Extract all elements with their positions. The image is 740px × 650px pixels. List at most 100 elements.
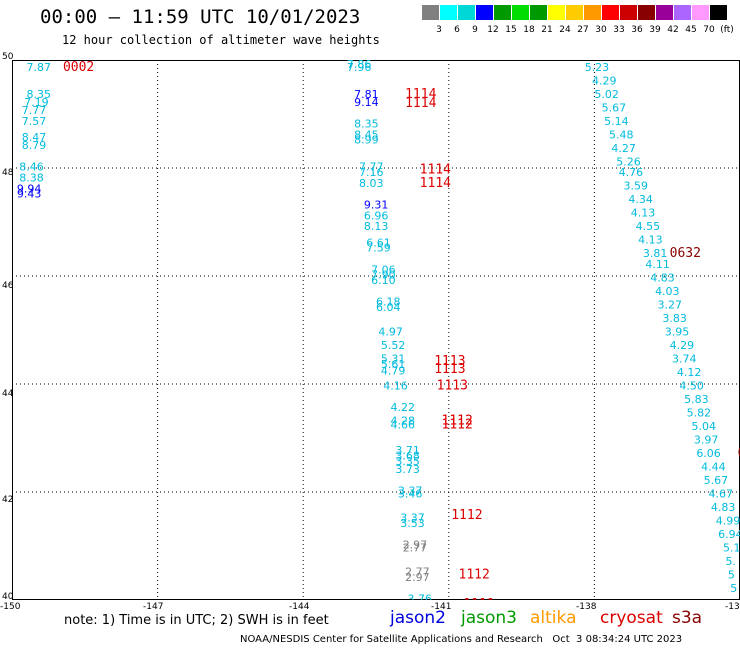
swh-value: 7.77 (359, 161, 384, 174)
lon-tick-label: -138 (576, 602, 597, 612)
swh-value: 5.61 (381, 358, 406, 371)
color-swatch (584, 5, 601, 20)
swh-value: 7.57 (22, 115, 46, 128)
pass-time-label: 0632 (670, 246, 701, 261)
color-swatch (548, 5, 565, 20)
swh-value: 9.94 (17, 182, 42, 195)
color-scale-label: 21 (541, 25, 553, 35)
swh-value: 4.29 (592, 74, 617, 87)
satellite-s3a: s3a (672, 608, 703, 628)
lon-tick-label: -13 (725, 602, 740, 612)
swh-value: 5. (725, 555, 736, 568)
swh-value: 5.23 (585, 61, 610, 74)
lon-tick-label: -150 (0, 602, 21, 612)
swh-value: 4.13 (638, 234, 663, 247)
swh-value: 9.14 (354, 96, 379, 109)
swh-value: 5.1 (723, 541, 740, 554)
lat-tick-label: 44 (2, 389, 14, 399)
color-swatch (440, 5, 457, 20)
swh-value: 8.45 (354, 128, 379, 141)
swh-value: 3.53 (400, 517, 425, 530)
swh-value: 5.82 (687, 406, 712, 419)
color-scale-label: 6 (454, 25, 460, 35)
map-subtitle: 12 hour collection of altimeter wave hei… (62, 33, 380, 47)
color-swatch (530, 5, 547, 20)
swh-value: 4.76 (619, 166, 644, 179)
color-swatch (656, 5, 673, 20)
swh-value: 7.90 (371, 269, 396, 282)
lat-tick-label: 46 (2, 281, 14, 291)
footer-credit: NOAA/NESDIS Center for Satellite Applica… (240, 634, 683, 645)
swh-value: 3.76 (408, 593, 433, 600)
pass-time-label: 1112 (442, 417, 473, 432)
color-scale-label: 70 (703, 25, 715, 35)
swh-value: 6.94 (718, 528, 740, 541)
color-swatch (566, 5, 583, 20)
color-scale-label: 12 (487, 25, 499, 35)
color-scale-label: 45 (685, 25, 697, 35)
map-title: 00:00 — 11:59 UTC 10/01/2023 (40, 6, 361, 28)
color-scale-label: 39 (649, 25, 661, 35)
color-swatch (512, 5, 529, 20)
color-scale-label: 24 (559, 25, 571, 35)
swh-value: 3.27 (657, 298, 682, 311)
swh-value: 3.59 (624, 180, 649, 193)
color-scale-label: 27 (577, 25, 589, 35)
swh-value: 3.95 (665, 325, 690, 338)
lat-tick-label: 40 (2, 592, 14, 602)
swh-value: 2.97 (403, 539, 428, 552)
swh-value: 5 (730, 582, 737, 595)
swh-value: 5.04 (691, 420, 716, 433)
color-scale-label: 36 (631, 25, 643, 35)
swh-value: 3.68 (395, 450, 420, 463)
swh-value: 4.16 (383, 379, 408, 392)
color-swatch (692, 5, 709, 20)
color-swatch (494, 5, 511, 20)
swh-value: 2.97 (405, 571, 430, 584)
swh-value: 4.29 (670, 339, 695, 352)
swh-value: 6.04 (376, 301, 401, 314)
swh-value: 8.38 (19, 172, 43, 185)
swh-value: 5 (728, 568, 735, 581)
altimeter-map: 7.878.357.197.777.578.478.798.468.389.94… (12, 60, 740, 600)
swh-value: 6.96 (364, 209, 389, 222)
lon-tick-label: -144 (289, 602, 310, 612)
swh-value: 5.83 (684, 393, 709, 406)
swh-value: 7.59 (366, 242, 391, 255)
swh-value: 7.19 (24, 96, 48, 109)
swh-value: 3.35 (395, 455, 420, 468)
swh-value: 4.22 (391, 401, 416, 414)
swh-value: 3.83 (662, 312, 687, 325)
pass-time-label: 1113 (434, 362, 465, 377)
swh-value: 8.79 (22, 139, 46, 152)
legend-note: note: 1) Time is in UTC; 2) SWH is in fe… (64, 613, 329, 628)
swh-value: 3.37 (400, 512, 425, 525)
swh-value: 4.83 (711, 501, 736, 514)
color-scale-label: 18 (523, 25, 535, 35)
pass-time-label: 1114 (405, 96, 436, 111)
swh-value: 5.31 (381, 352, 406, 365)
color-scale-label: 3 (436, 25, 442, 35)
swh-value: 4.50 (679, 379, 704, 392)
color-swatch (674, 5, 691, 20)
swh-value: 8.35 (27, 88, 52, 101)
swh-value: 7.06 (371, 263, 396, 276)
swh-value: 6.10 (371, 274, 396, 287)
swh-value: 7.77 (22, 104, 46, 117)
swh-value: 4.55 (636, 220, 661, 233)
lon-tick-label: -147 (143, 602, 164, 612)
lon-tick-label: -141 (431, 602, 452, 612)
swh-value: 4.12 (677, 366, 702, 379)
color-scale-label: 30 (595, 25, 607, 35)
swh-value: 5.14 (604, 115, 629, 128)
swh-value: 5.26 (616, 155, 641, 168)
lat-tick-label: 42 (2, 495, 14, 505)
pass-time-label: 1112 (459, 567, 490, 582)
color-scale-label: 33 (613, 25, 625, 35)
swh-value: 4.34 (628, 193, 653, 206)
swh-value: 4.27 (611, 142, 636, 155)
swh-value: 4.13 (631, 207, 656, 220)
pass-time-label: 1114 (405, 87, 436, 102)
satellite-altika: altika (530, 608, 577, 628)
swh-value: 4.44 (701, 460, 726, 473)
